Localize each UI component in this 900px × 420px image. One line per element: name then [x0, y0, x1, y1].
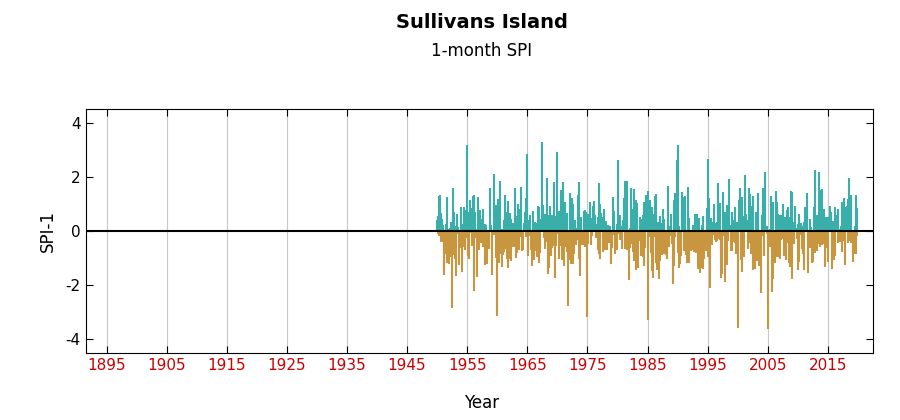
Text: 1-month SPI: 1-month SPI	[431, 42, 532, 60]
Y-axis label: SPI-1: SPI-1	[40, 210, 58, 252]
Text: Year: Year	[464, 394, 500, 412]
Text: Sullivans Island: Sullivans Island	[396, 13, 567, 32]
